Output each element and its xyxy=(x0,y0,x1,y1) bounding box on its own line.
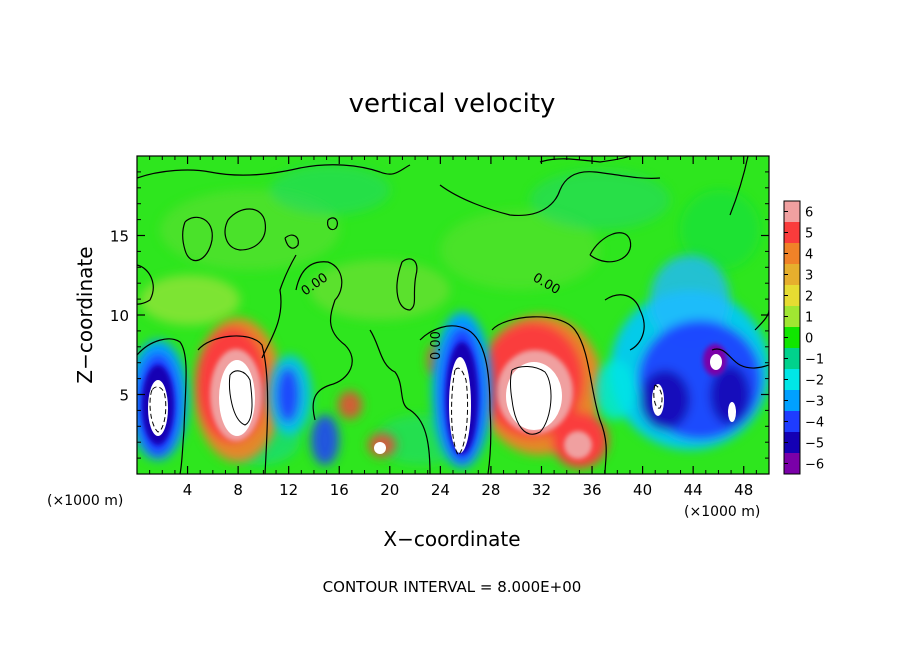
x-unit-left: (×1000 m) xyxy=(47,493,123,509)
colorbar-tick-label: 2 xyxy=(805,290,813,305)
colorbar-swatch xyxy=(784,390,800,411)
x-tick-label: 48 xyxy=(734,481,753,499)
colorbar-tick-label: −5 xyxy=(805,437,824,452)
x-tick-label: 8 xyxy=(233,481,243,499)
x-tick-label: 20 xyxy=(380,481,399,499)
colorbar-swatch xyxy=(784,201,800,222)
x-axis-label: X−coordinate xyxy=(383,527,520,551)
colorbar: 6 5 4 3 2 1 0 −1 −2 −3 −4 −5 −6 xyxy=(783,200,824,475)
colorbar-tick-label: −2 xyxy=(805,374,824,389)
x-unit-right: (×1000 m) xyxy=(684,504,760,520)
colorbar-swatch xyxy=(784,327,800,348)
colorbar-swatch xyxy=(784,243,800,264)
x-tick-label: 40 xyxy=(633,481,652,499)
colorbar-tick-label: 4 xyxy=(805,248,813,263)
zero-contours xyxy=(137,156,769,474)
colorbar-tick-label: 5 xyxy=(805,227,813,242)
colorbar-tick-label: −1 xyxy=(805,353,824,368)
y-axis: 5 10 15 xyxy=(110,171,769,459)
x-tick-label: 4 xyxy=(183,481,193,499)
colorbar-swatch xyxy=(784,453,800,474)
x-tick-label: 32 xyxy=(532,481,551,499)
x-tick-label: 44 xyxy=(684,481,703,499)
colorbar-tick-label: −3 xyxy=(805,395,824,410)
y-axis-label: Z−coordinate xyxy=(73,246,97,383)
x-tick-label: 24 xyxy=(431,481,450,499)
colorbar-tick-label: 3 xyxy=(805,269,813,284)
x-axis: 4 8 12 16 20 24 28 32 36 40 44 48 xyxy=(149,156,757,499)
colorbar-swatch xyxy=(784,369,800,390)
colorbar-tick-label: 6 xyxy=(805,206,813,221)
y-tick-label: 15 xyxy=(110,228,129,246)
y-tick-label: 5 xyxy=(119,387,129,405)
colorbar-swatch xyxy=(784,432,800,453)
x-tick-label: 28 xyxy=(481,481,500,499)
colorbar-tick-label: 0 xyxy=(805,332,813,347)
x-tick-label: 16 xyxy=(330,481,349,499)
colorbar-tick-label: −6 xyxy=(805,458,824,473)
colorbar-swatch xyxy=(784,222,800,243)
colorbar-tick-label: −4 xyxy=(805,416,824,431)
colorbar-swatch xyxy=(784,411,800,432)
contour-label: 0.00 xyxy=(429,331,444,360)
plot-area xyxy=(137,156,769,474)
colorbar-tick-label: 1 xyxy=(805,311,813,326)
x-tick-label: 36 xyxy=(582,481,601,499)
colorbar-swatch xyxy=(784,264,800,285)
colorbar-swatch xyxy=(784,306,800,327)
chart-title: vertical velocity xyxy=(349,89,556,119)
contour-interval-footer: CONTOUR INTERVAL = 8.000E+00 xyxy=(323,578,582,596)
colorbar-swatch xyxy=(784,285,800,306)
y-tick-label: 10 xyxy=(110,307,129,325)
x-tick-label: 12 xyxy=(279,481,298,499)
colorbar-swatch xyxy=(784,348,800,369)
